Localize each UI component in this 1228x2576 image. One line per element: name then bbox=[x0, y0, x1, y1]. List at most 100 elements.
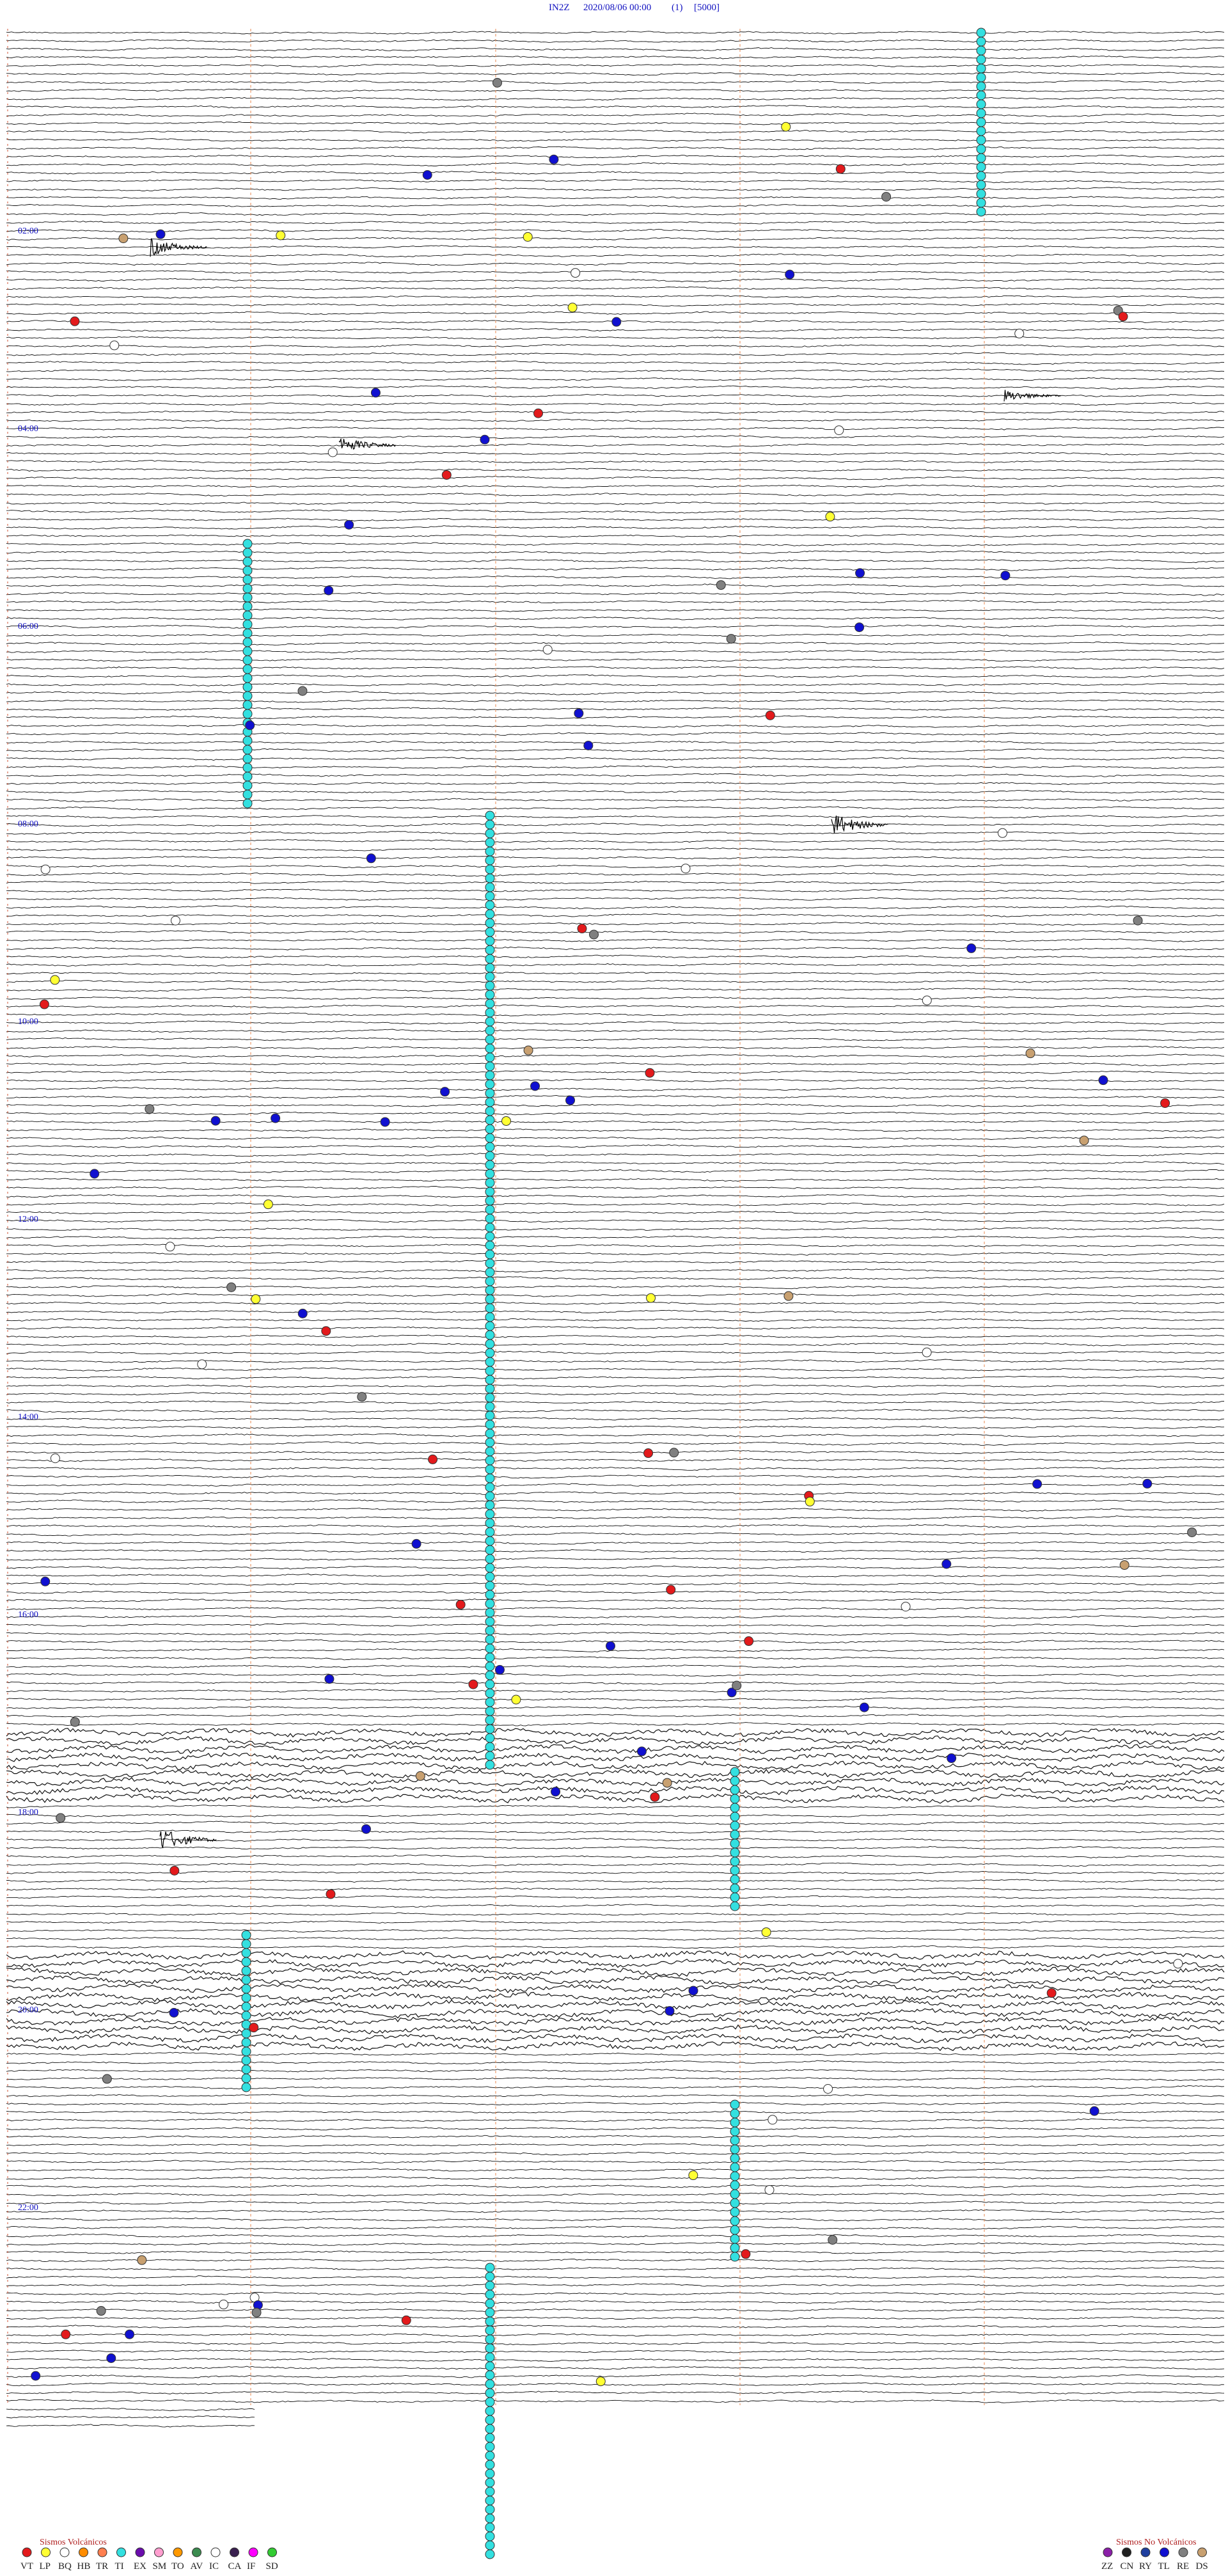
event-marker bbox=[485, 1097, 495, 1107]
trace bbox=[6, 47, 1225, 51]
trace bbox=[6, 2390, 1225, 2394]
event-marker bbox=[485, 1384, 495, 1394]
trace bbox=[6, 988, 1225, 992]
event-marker bbox=[730, 1829, 740, 1840]
event-marker bbox=[730, 2135, 740, 2145]
event-marker bbox=[485, 1178, 495, 1188]
trace bbox=[6, 2358, 1225, 2362]
trace bbox=[6, 1524, 1225, 1528]
event-marker bbox=[485, 1643, 495, 1654]
trace bbox=[6, 542, 1225, 547]
trace bbox=[6, 1887, 1225, 1891]
trace bbox=[6, 1384, 1225, 1388]
event-marker bbox=[485, 1724, 495, 1734]
trace bbox=[6, 2151, 1225, 2156]
trace bbox=[6, 2041, 1225, 2051]
time-label: 12:00 bbox=[18, 1215, 38, 1224]
event-marker bbox=[197, 1359, 207, 1370]
trace bbox=[6, 1020, 1225, 1025]
event-marker bbox=[577, 924, 587, 934]
event-marker bbox=[56, 1813, 66, 1823]
trace bbox=[6, 402, 1225, 406]
trace bbox=[6, 1590, 1225, 1594]
trace bbox=[6, 154, 1225, 159]
trace bbox=[6, 1879, 1225, 1883]
event-marker bbox=[681, 864, 691, 874]
event-marker bbox=[242, 673, 253, 683]
trace bbox=[6, 806, 1225, 810]
trace bbox=[6, 196, 1225, 200]
legend-label: CA bbox=[228, 2561, 242, 2572]
trace bbox=[6, 2118, 1225, 2122]
legend-label: IC bbox=[209, 2561, 219, 2572]
event-marker bbox=[485, 1285, 495, 1295]
event-marker bbox=[242, 601, 253, 612]
legend-label: EX bbox=[134, 2561, 146, 2572]
trace bbox=[6, 732, 1225, 736]
trace bbox=[6, 839, 1224, 844]
trace bbox=[6, 1178, 1225, 1182]
event-marker bbox=[571, 268, 581, 278]
event-marker bbox=[125, 2329, 135, 2339]
event-marker bbox=[210, 1116, 221, 1126]
trace bbox=[6, 129, 1225, 134]
event-marker bbox=[90, 1169, 100, 1179]
event-marker bbox=[485, 1661, 495, 1671]
event-marker bbox=[730, 1794, 740, 1804]
event-marker bbox=[645, 1068, 655, 1078]
trace bbox=[6, 31, 1225, 35]
event-marker bbox=[485, 2272, 495, 2282]
trace bbox=[6, 1656, 1225, 1661]
event-marker bbox=[428, 1454, 438, 1464]
trace bbox=[6, 344, 1225, 349]
event-marker bbox=[40, 864, 51, 874]
trace bbox=[6, 1615, 1225, 1619]
event-marker bbox=[485, 1590, 495, 1600]
trace bbox=[6, 1999, 1225, 2010]
event-marker bbox=[485, 1106, 495, 1116]
event-marker bbox=[567, 303, 578, 313]
trace bbox=[6, 1301, 1225, 1305]
legend-label: CN bbox=[1121, 2561, 1134, 2572]
event-marker bbox=[485, 2361, 495, 2371]
trace bbox=[6, 2135, 1225, 2139]
event-marker bbox=[1119, 1560, 1130, 1570]
trace bbox=[6, 1689, 1225, 1693]
event-marker bbox=[485, 1169, 495, 1179]
trace bbox=[6, 287, 1225, 290]
event-marker bbox=[485, 1751, 495, 1761]
trace bbox=[6, 146, 1225, 150]
event-marker bbox=[976, 28, 986, 38]
event-marker bbox=[415, 1771, 425, 1781]
event-marker bbox=[1025, 1048, 1035, 1059]
event-marker bbox=[485, 2298, 495, 2309]
trace bbox=[6, 2225, 1225, 2230]
event-marker bbox=[485, 2477, 495, 2488]
event-marker bbox=[636, 1746, 647, 1757]
event-marker bbox=[765, 710, 775, 720]
event-marker bbox=[783, 1291, 794, 1301]
trace bbox=[6, 2308, 1225, 2312]
event-marker bbox=[485, 1679, 495, 1689]
event-marker bbox=[485, 1500, 495, 1510]
event-marker bbox=[764, 2185, 775, 2195]
event-marker bbox=[485, 1276, 495, 1286]
event-marker bbox=[241, 1957, 251, 1967]
trace bbox=[6, 1054, 1225, 1059]
event-marker bbox=[241, 1966, 251, 1976]
trace bbox=[6, 1632, 1225, 1636]
event-marker bbox=[106, 2353, 116, 2363]
trace bbox=[6, 847, 1225, 851]
event-marker bbox=[485, 2540, 495, 2550]
event-marker bbox=[730, 2207, 740, 2217]
trace bbox=[6, 2341, 1225, 2346]
event-marker bbox=[485, 999, 495, 1009]
trace bbox=[6, 1161, 1225, 1165]
event-marker bbox=[242, 628, 253, 638]
trace bbox=[6, 71, 1225, 76]
event-marker bbox=[730, 2189, 740, 2199]
seismic-burst bbox=[159, 1831, 217, 1848]
event-marker bbox=[1098, 1075, 1108, 1086]
event-marker bbox=[485, 1016, 495, 1027]
trace bbox=[6, 501, 1225, 505]
